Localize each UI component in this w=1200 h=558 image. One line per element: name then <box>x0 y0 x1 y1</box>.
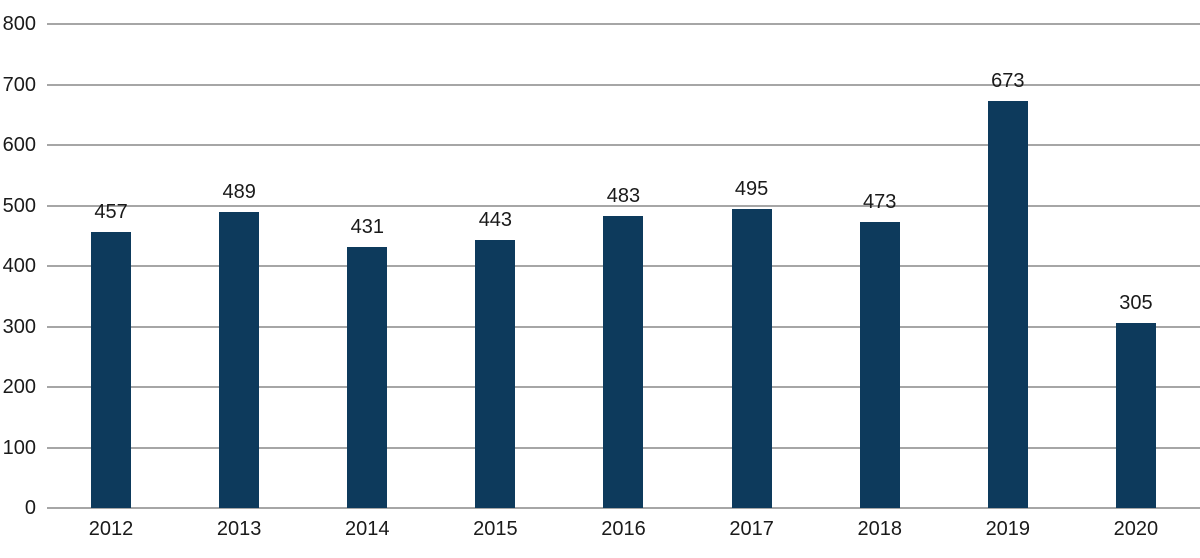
bar-column: 489 2013 <box>175 24 303 539</box>
bar-column: 483 2016 <box>559 24 687 539</box>
x-axis-label: 2017 <box>729 518 774 540</box>
bar-column: 443 2015 <box>431 24 559 539</box>
bar-column: 305 2020 <box>1072 24 1200 539</box>
x-axis-label: 2015 <box>473 518 518 540</box>
gridline <box>47 507 1200 509</box>
bar-column: 473 2018 <box>816 24 944 539</box>
bar-value-label: 431 <box>350 216 384 239</box>
bar <box>91 231 132 508</box>
bar <box>347 247 388 508</box>
bar <box>603 215 644 508</box>
bars: 457 2012 489 2013 431 2014 443 2015 483 2016 495 20… <box>47 24 1200 539</box>
bar-value-label: 457 <box>94 200 128 223</box>
bar <box>859 221 900 508</box>
gridline <box>47 83 1200 86</box>
bar-value-label: 495 <box>734 177 769 200</box>
y-tick-label: 700 <box>2 73 36 96</box>
y-tick-label: 200 <box>2 376 36 398</box>
bar-value-label: 473 <box>863 190 897 213</box>
y-tick-label: 400 <box>2 255 36 277</box>
y-tick-label: 300 <box>2 315 36 338</box>
y-tick-label: 600 <box>2 134 36 156</box>
gridline <box>47 204 1200 207</box>
bar-value-label: 673 <box>991 69 1025 92</box>
x-axis-label: 2012 <box>88 518 134 540</box>
x-axis-label: 2020 <box>1113 518 1159 540</box>
x-axis-label: 2013 <box>216 518 262 540</box>
x-axis-label: 2016 <box>601 518 646 540</box>
y-tick-label: 0 <box>24 497 36 519</box>
bar-column: 495 2017 <box>688 24 816 539</box>
gridline <box>47 23 1200 25</box>
y-tick-label: 500 <box>2 194 36 217</box>
bar-value-label: 443 <box>478 209 513 231</box>
bar-column: 457 2012 <box>47 24 175 539</box>
bar <box>987 100 1028 508</box>
y-axis-labels: 0 100 200 300 400 500 600 700 800 <box>0 0 36 558</box>
bar <box>475 240 516 508</box>
bar-value-label: 483 <box>606 184 641 207</box>
bar <box>1115 323 1156 508</box>
x-axis-label: 2019 <box>985 518 1031 540</box>
plot-area: 457 2012 489 2013 431 2014 443 2015 483 2016 495 20… <box>47 23 1200 539</box>
bar-column: 673 2019 <box>944 24 1072 539</box>
y-tick-label: 800 <box>2 13 36 35</box>
bar <box>731 208 772 508</box>
bar-value-label: 305 <box>1119 292 1153 315</box>
gridline <box>47 144 1200 146</box>
bar <box>219 212 260 508</box>
bar-value-label: 489 <box>222 181 256 204</box>
x-axis-label: 2018 <box>857 518 902 540</box>
x-axis-label: 2014 <box>345 518 390 540</box>
bar-column: 431 2014 <box>303 24 431 539</box>
y-tick-label: 100 <box>2 436 36 459</box>
